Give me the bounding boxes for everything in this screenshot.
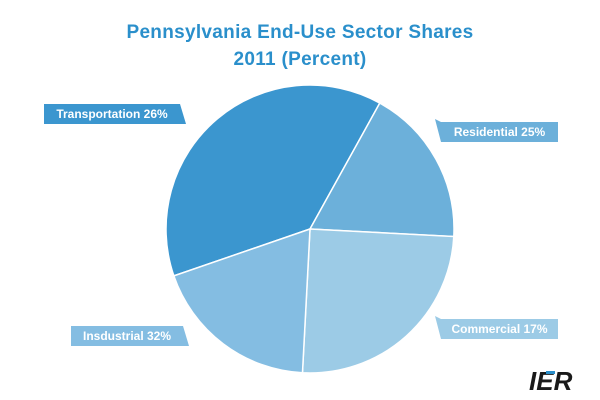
slice-label-insdustrial: Insdustrial 32% [71,326,189,346]
pie-slice-commercial [301,228,455,374]
slice-label-text: Commercial 17% [451,322,547,336]
slice-labels: Transportation 26% Residential 25% Commerc… [44,104,558,346]
slice-label-text: Transportation 26% [56,107,168,121]
slice-label-transportation: Transportation 26% [44,104,186,124]
slice-label-residential: Residential 25% [435,119,558,142]
slice-label-text: Residential 25% [454,125,546,139]
ier-logo-stripe [546,371,555,374]
pie-slice-transportation [165,84,381,277]
pie-slices [165,84,455,374]
slice-label-tag [44,104,186,124]
slice-label-commercial: Commercial 17% [435,316,558,339]
chart-title: Pennsylvania End-Use Sector Shares [126,22,474,43]
ier-logo-text: IER [529,366,573,396]
slice-label-tag [71,326,189,346]
pie-slice-residential [308,102,455,238]
ier-logo: IER [529,366,573,396]
slice-label-tag [435,119,558,142]
chart-subtitle: 2011 (Percent) [233,49,367,70]
slice-label-text: Insdustrial 32% [83,329,171,343]
slice-label-tag [435,316,558,339]
pie-slice-insdustrial [172,227,311,374]
